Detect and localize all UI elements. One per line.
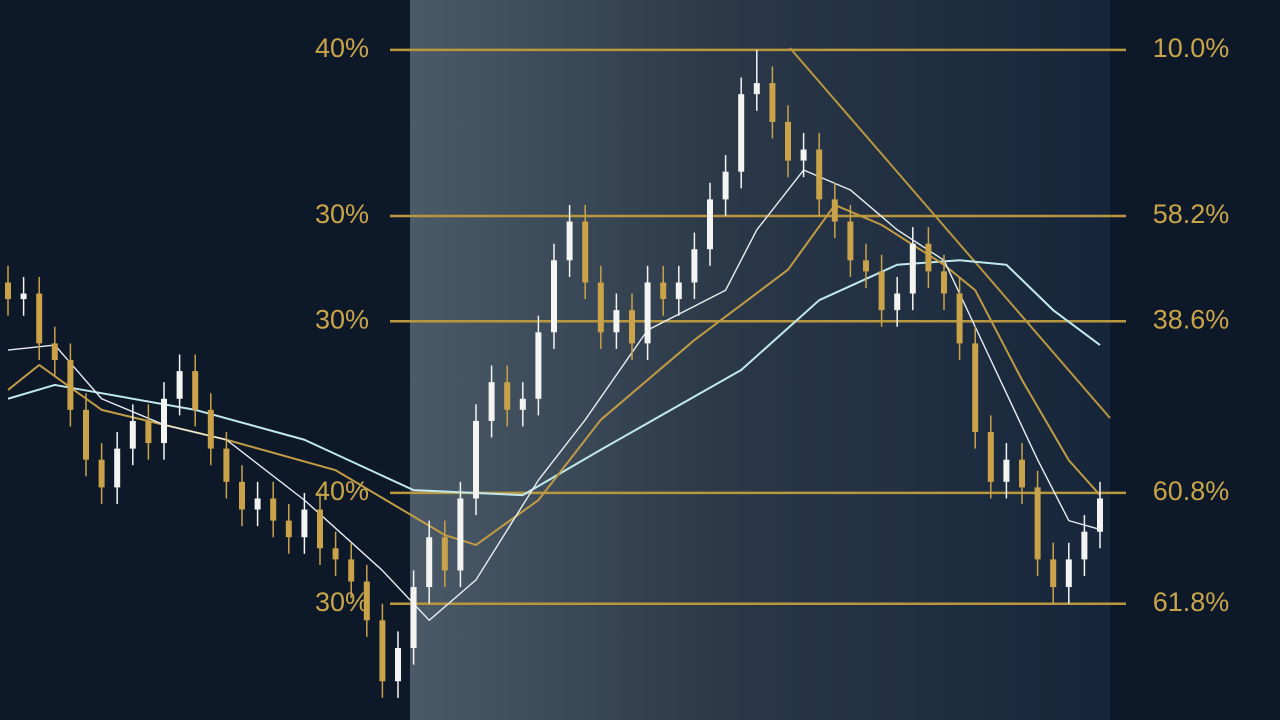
candle-body — [551, 260, 557, 333]
candle-body — [878, 271, 885, 311]
candle-body — [535, 332, 542, 399]
candle-body — [644, 282, 651, 344]
candle-body — [691, 249, 698, 283]
left-level-label: 30% — [315, 587, 369, 617]
candle-body — [67, 360, 74, 410]
candle-body — [769, 83, 776, 122]
right-level-label: 38.6% — [1153, 304, 1230, 334]
candle-body — [192, 371, 199, 410]
candle-body — [753, 83, 760, 95]
candle-body — [1081, 531, 1088, 560]
candle-body — [441, 537, 448, 571]
candle-body — [285, 520, 292, 538]
highlight-band — [410, 0, 1110, 720]
candle-body — [301, 509, 308, 538]
candles — [5, 49, 1103, 698]
candle-body — [223, 448, 230, 482]
candle-body — [566, 221, 573, 261]
candle-body — [176, 371, 183, 399]
candle-body — [1003, 459, 1010, 482]
candle-body — [5, 282, 11, 300]
candle-body — [98, 459, 105, 488]
candle-body — [582, 221, 589, 283]
candle-body — [129, 420, 136, 449]
levels — [390, 48, 1126, 605]
candle-body — [207, 409, 214, 449]
candle-body — [785, 121, 791, 161]
candle-body — [473, 420, 479, 499]
candle-body — [488, 382, 495, 421]
candle-body — [597, 282, 604, 333]
candle-body — [831, 199, 838, 222]
candle-body — [114, 448, 121, 488]
candle-body — [738, 94, 745, 172]
candle-body — [894, 293, 901, 311]
candle-body — [20, 293, 27, 300]
candle-body — [363, 581, 370, 621]
candle-body — [504, 382, 511, 410]
right-level-label: 60.8% — [1153, 476, 1230, 506]
candle-body — [317, 509, 323, 549]
candle-body — [1065, 559, 1072, 588]
candle-body — [270, 498, 277, 521]
candle-body — [239, 481, 245, 510]
candle-body — [254, 498, 261, 510]
left-level-label: 30% — [315, 199, 369, 229]
candle-body — [816, 149, 823, 200]
candle-body — [145, 420, 152, 444]
candle-body — [332, 548, 339, 560]
candle-body — [707, 199, 713, 250]
left-level-label: 30% — [315, 304, 369, 334]
candle-body — [629, 310, 635, 344]
candle-body — [426, 537, 433, 588]
candle-body — [379, 620, 386, 682]
candle-body — [519, 398, 526, 410]
candle-body — [1019, 459, 1025, 488]
candle-body — [675, 282, 682, 300]
candle-body — [613, 310, 620, 333]
candle-body — [1050, 559, 1057, 588]
level-labels: 40% 10.0% 30% 58.2% 30% 38.6% 40% 60.8% 30% 61.8% — [315, 33, 1229, 617]
candle-body — [941, 271, 947, 294]
trend-line — [789, 47, 1111, 419]
left-level-label: 40% — [315, 476, 369, 506]
candle-body — [1097, 498, 1103, 532]
candle-body — [925, 243, 932, 272]
candle-body — [972, 343, 979, 432]
right-level-label: 10.0% — [1153, 33, 1230, 63]
candle-body — [395, 648, 401, 682]
candle-body — [51, 343, 58, 360]
candle-body — [36, 293, 43, 344]
candle-body — [348, 559, 355, 582]
candle-body — [161, 398, 167, 444]
right-level-label: 58.2% — [1153, 199, 1230, 229]
left-level-label: 40% — [315, 33, 369, 63]
candle-body — [660, 282, 667, 300]
candle-body — [987, 432, 994, 482]
candle-body — [800, 149, 807, 161]
candle-body — [847, 221, 854, 261]
candle-body — [83, 409, 89, 460]
candle-body — [410, 587, 417, 648]
candle-body — [722, 171, 729, 200]
candle-body — [1034, 487, 1041, 560]
candle-body — [863, 260, 869, 272]
candle-body — [909, 243, 916, 294]
moving-average — [7, 169, 1101, 622]
candle-body — [457, 498, 464, 571]
candle-body — [956, 293, 963, 344]
right-level-label: 61.8% — [1153, 587, 1230, 617]
